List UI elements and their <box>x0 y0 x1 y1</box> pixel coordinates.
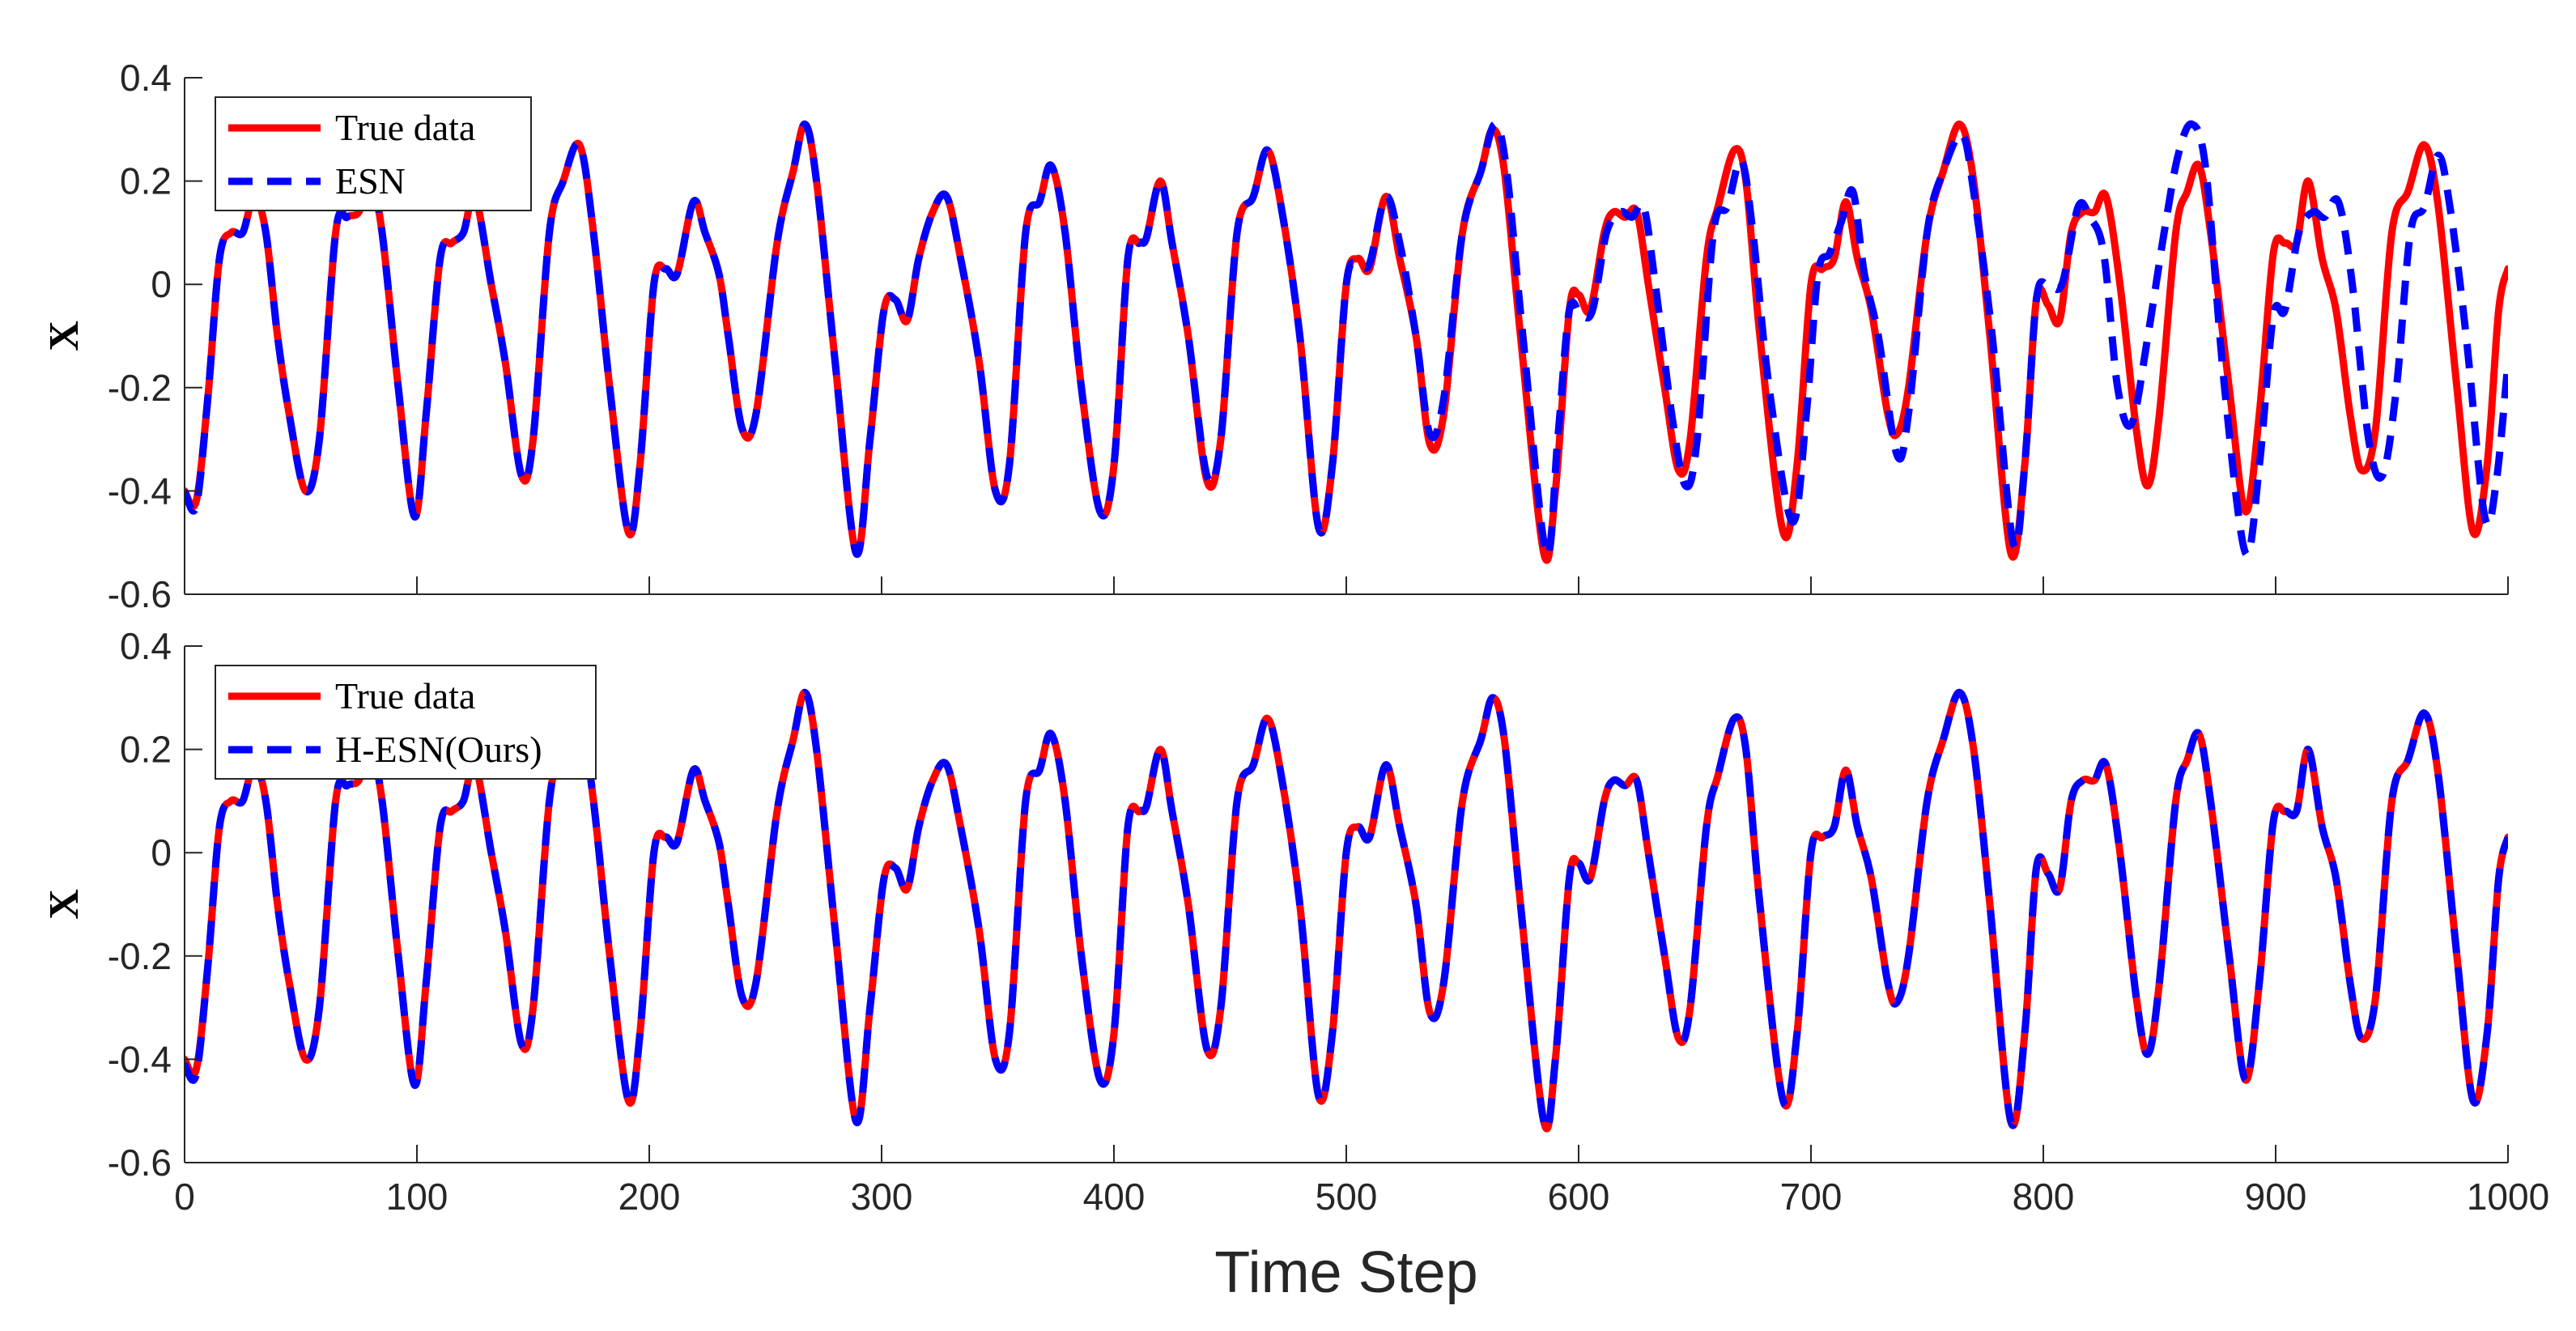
legend-label: ESN <box>335 160 406 202</box>
series-line-2 <box>185 120 2508 559</box>
legend-label: True data <box>335 107 475 148</box>
y-axis-label: X <box>41 889 87 920</box>
x-tick-label: 900 <box>2245 1176 2307 1218</box>
x-tick-label: 800 <box>2013 1176 2075 1218</box>
y-tick-label: -0.2 <box>108 935 172 977</box>
plot-area <box>185 120 2508 564</box>
series-line-1 <box>185 120 2508 564</box>
y-tick-label: -0.4 <box>108 470 172 512</box>
y-tick-label: -0.6 <box>108 573 172 615</box>
y-tick-label: 0.4 <box>120 625 172 667</box>
y-tick-label: 0.2 <box>120 729 172 771</box>
y-tick-label: 0.4 <box>120 57 172 99</box>
x-tick-label: 1000 <box>2467 1176 2549 1218</box>
legend-box <box>215 96 532 211</box>
x-tick-label: 300 <box>851 1176 913 1218</box>
y-tick-label: 0.2 <box>120 160 172 202</box>
x-tick-label: 0 <box>174 1176 195 1218</box>
x-tick-label: 200 <box>618 1176 681 1218</box>
chart-panel-1: 0.4 0.2 0 -0.2 -0.4 -0.6 X True data ESN <box>41 57 2509 615</box>
x-axis-label: Time Step <box>1214 1240 1477 1305</box>
y-tick-label: -0.6 <box>108 1142 172 1184</box>
x-tick-label: 600 <box>1548 1176 1610 1218</box>
legend-label: H-ESN(Ours) <box>335 729 542 770</box>
series-line-2 <box>185 688 2508 1133</box>
x-tick-label: 100 <box>386 1176 448 1218</box>
legend-label: True data <box>335 675 475 717</box>
x-tick-label: 700 <box>1780 1176 1843 1218</box>
x-tick-label: 500 <box>1316 1176 1378 1218</box>
legend: True data H-ESN(Ours) <box>215 665 597 780</box>
y-tick-label: 0 <box>151 831 172 874</box>
y-tick-label: -0.4 <box>108 1038 172 1080</box>
legend: True data ESN <box>215 96 532 211</box>
y-tick-label: 0 <box>151 263 172 305</box>
y-tick-label: -0.2 <box>108 367 172 409</box>
chart-panel-2: 0.40.20-0.2-0.4-0.60 100 200 300 400 500 600 70… <box>41 625 2549 1305</box>
x-tick-label: 400 <box>1083 1176 1146 1218</box>
legend-box <box>215 665 597 780</box>
y-axis-label: X <box>41 321 87 351</box>
